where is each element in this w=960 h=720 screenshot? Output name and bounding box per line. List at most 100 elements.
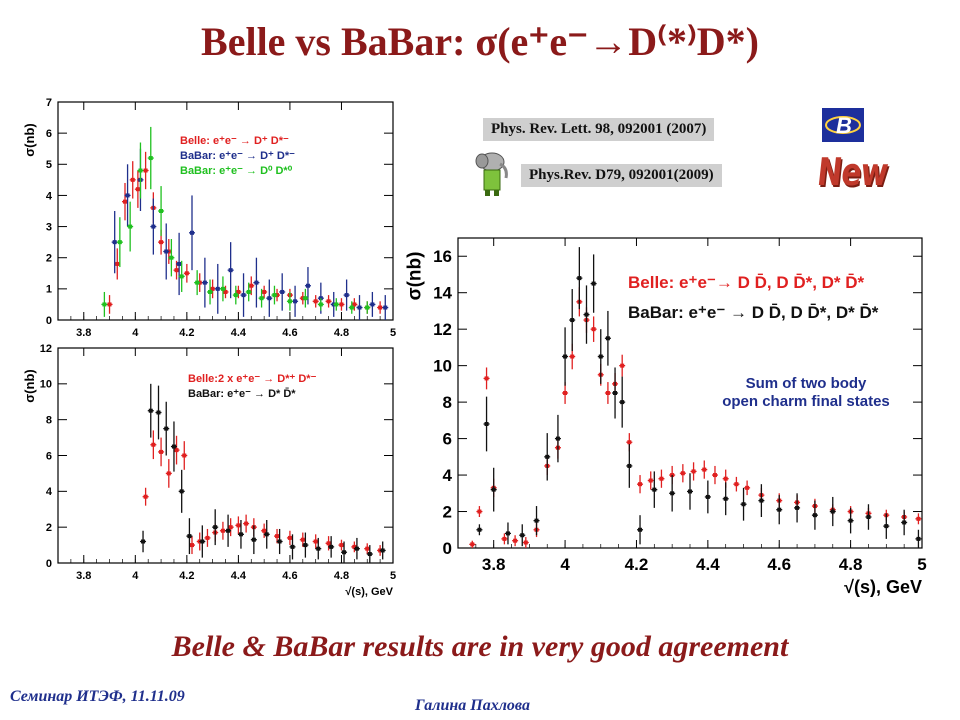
- data-point: [712, 473, 717, 478]
- data-point: [164, 249, 169, 254]
- data-point: [352, 544, 357, 549]
- data-point: [365, 546, 370, 551]
- data-point: [208, 289, 213, 294]
- chart-annotation: Sum of two body open charm final states: [722, 375, 890, 410]
- data-point: [329, 544, 334, 549]
- x-tick-label: 4.6: [282, 327, 297, 339]
- x-tick-label: 4.4: [231, 327, 247, 339]
- x-tick-label: 3.8: [76, 327, 91, 339]
- data-point: [135, 187, 140, 192]
- data-point: [130, 177, 135, 182]
- data-point: [236, 523, 241, 528]
- data-point: [380, 548, 385, 553]
- data-point: [264, 532, 269, 537]
- data-point: [115, 261, 120, 266]
- y-tick-label: 16: [433, 247, 452, 266]
- data-point: [884, 524, 889, 529]
- y-tick-label: 0: [443, 539, 452, 558]
- x-tick-label: 4.6: [282, 570, 297, 582]
- slide-title: Belle vs BaBar: σ(e⁺e⁻→D⁽*⁾D*): [201, 19, 759, 64]
- data-point: [520, 533, 525, 538]
- data-point: [555, 436, 560, 441]
- belle-logo-icon: B: [822, 108, 864, 142]
- data-point: [210, 286, 215, 291]
- footer-seminar: Семинар ИТЭФ, 11.11.09: [10, 688, 185, 705]
- data-point: [303, 296, 308, 301]
- data-point: [741, 502, 746, 507]
- y-tick-label: 6: [443, 430, 452, 449]
- data-point: [342, 550, 347, 555]
- data-point: [313, 539, 318, 544]
- data-point: [339, 302, 344, 307]
- y-tick-label: 10: [433, 357, 452, 376]
- y-tick-label: 2: [443, 502, 452, 521]
- y-tick-label: 1: [46, 284, 52, 296]
- annotation-line: open charm final states: [722, 393, 890, 410]
- data-point: [378, 305, 383, 310]
- data-point: [300, 537, 305, 542]
- y-tick-label: 4: [46, 190, 53, 202]
- data-point: [182, 453, 187, 458]
- data-point: [190, 230, 194, 235]
- data-point: [734, 482, 739, 487]
- legend-entry: Belle:2 x e⁺e⁻ → D*⁺ D*⁻: [188, 373, 317, 385]
- y-tick-label: 4: [443, 466, 453, 485]
- data-point: [902, 520, 907, 525]
- data-point: [349, 305, 354, 310]
- data-point: [777, 507, 782, 512]
- reference-babar: Phys.Rev. D79, 092001(2009): [521, 164, 722, 187]
- data-point: [591, 327, 596, 332]
- data-point: [287, 299, 292, 304]
- data-point: [534, 518, 539, 523]
- y-tick-label: 8: [46, 415, 52, 427]
- data-point: [620, 400, 625, 405]
- data-point: [795, 505, 800, 510]
- data-point: [563, 391, 568, 395]
- data-point: [723, 496, 728, 501]
- data-point: [169, 255, 174, 260]
- data-point: [164, 426, 169, 431]
- data-point: [125, 193, 130, 198]
- x-tick-label: 3.8: [76, 570, 91, 582]
- data-point: [148, 408, 153, 413]
- data-point: [627, 440, 632, 445]
- data-point: [190, 543, 194, 548]
- data-point: [143, 494, 148, 499]
- y-tick-label: 5: [46, 159, 52, 171]
- data-point: [205, 535, 210, 540]
- data-point: [605, 391, 610, 395]
- data-point: [138, 168, 143, 173]
- data-point: [652, 487, 657, 492]
- y-tick-label: 12: [40, 343, 52, 355]
- data-point: [233, 293, 238, 298]
- data-point: [627, 463, 632, 468]
- x-tick-label: 4.2: [179, 570, 194, 582]
- x-tick-label: 4.2: [625, 555, 649, 574]
- conclusion-text: Belle & BaBar results are in very good a…: [171, 630, 789, 663]
- x-tick-label: 4.8: [334, 327, 349, 339]
- data-point: [249, 283, 254, 288]
- data-point: [339, 543, 344, 548]
- data-point: [287, 535, 292, 540]
- data-point: [670, 491, 675, 496]
- data-point: [513, 538, 518, 543]
- x-tick-label: 4.2: [179, 327, 194, 339]
- data-point: [523, 540, 528, 545]
- x-tick-label: 5: [390, 570, 396, 582]
- data-point: [505, 531, 510, 536]
- data-point: [148, 156, 153, 161]
- data-point: [177, 261, 182, 266]
- data-point: [502, 536, 507, 541]
- data-point: [215, 286, 220, 291]
- data-point: [187, 534, 192, 539]
- y-tick-label: 12: [433, 320, 452, 339]
- data-point: [705, 494, 710, 499]
- annotation-line: Sum of two body: [746, 375, 867, 392]
- data-point: [293, 299, 298, 304]
- data-point: [334, 302, 339, 307]
- data-point: [326, 541, 331, 546]
- data-point: [117, 240, 122, 245]
- data-point: [179, 489, 184, 494]
- data-point: [159, 240, 164, 245]
- series-0: [142, 430, 384, 556]
